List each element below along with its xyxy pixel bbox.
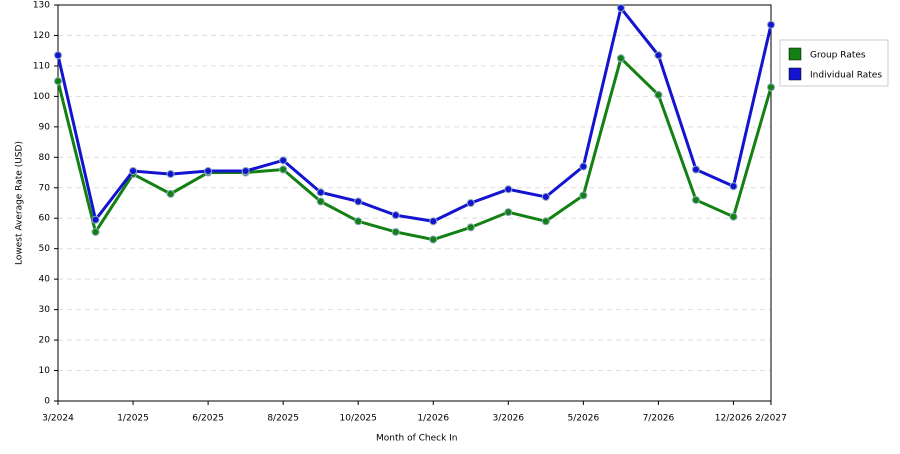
x-tick-label: 1/2025 (117, 414, 149, 424)
y-tick-label: 20 (39, 336, 51, 346)
y-tick-label: 0 (44, 397, 50, 407)
plot-frame (57, 4, 772, 402)
data-point (767, 83, 775, 92)
data-point (541, 217, 550, 226)
data-point (729, 212, 738, 221)
data-point (166, 170, 175, 179)
y-tick-label: 60 (39, 214, 51, 224)
data-point (129, 167, 138, 176)
series-line (56, 55, 773, 242)
y-tick-label: 70 (39, 183, 51, 193)
data-point (579, 191, 588, 200)
data-point (541, 192, 550, 201)
data-point (91, 227, 100, 236)
x-tick-label: 8/2025 (267, 414, 299, 424)
y-tick-label: 120 (33, 31, 50, 41)
data-point (279, 165, 288, 174)
data-point (691, 165, 700, 174)
y-tick-label: 50 (39, 244, 51, 254)
data-point (354, 197, 363, 206)
data-point (691, 195, 700, 204)
data-point (354, 217, 363, 226)
y-tick-label: 130 (33, 1, 50, 11)
data-point (466, 199, 475, 207)
data-point (466, 223, 475, 232)
x-tick-label: 5/2026 (568, 414, 600, 424)
x-axis-label: Month of Check In (376, 434, 458, 444)
y-tick-label: 10 (39, 366, 51, 376)
x-tick-label: 3/2024 (42, 414, 74, 424)
data-point (767, 20, 775, 29)
data-point (504, 208, 513, 217)
x-tick-label: 10/2025 (340, 414, 377, 424)
data-point (729, 182, 738, 191)
y-tick-label: 80 (39, 153, 51, 163)
data-point (391, 211, 400, 220)
data-point (166, 189, 175, 198)
x-tick-label: 6/2025 (192, 414, 224, 424)
y-tick-label: 110 (33, 61, 50, 71)
x-tick-label: 7/2026 (643, 414, 675, 424)
data-point (429, 217, 438, 226)
data-point (654, 90, 663, 99)
y-tick-label: 100 (33, 92, 50, 102)
data-point (54, 51, 62, 60)
data-point (391, 227, 400, 236)
data-point (579, 162, 588, 171)
y-tick-label: 90 (39, 122, 51, 132)
x-tick-label: 3/2026 (492, 414, 524, 424)
data-point (241, 167, 250, 176)
series-line (56, 4, 773, 224)
data-point (429, 235, 438, 244)
data-point (204, 167, 213, 176)
data-point (316, 188, 325, 197)
legend-swatch (788, 67, 802, 81)
data-point (504, 185, 513, 194)
legend: Group Rates Individual Rates (779, 39, 889, 87)
data-point (91, 215, 100, 224)
y-axis-label: Lowest Average Rate (USD) (15, 141, 25, 265)
y-tick-label: 40 (39, 275, 51, 285)
legend-label: Individual Rates (810, 71, 882, 81)
legend-swatch (788, 47, 802, 61)
x-tick-label: 2/2027 (755, 414, 787, 424)
data-point (616, 54, 625, 63)
legend-label: Group Rates (810, 51, 866, 61)
x-tick-label: 12/2026 (715, 414, 753, 424)
data-point (616, 4, 625, 13)
y-tick-label: 30 (39, 305, 51, 315)
data-point (54, 77, 62, 86)
data-point (279, 156, 288, 165)
x-tick-label: 1/2026 (417, 414, 449, 424)
data-point (654, 51, 663, 60)
data-point (316, 197, 325, 206)
